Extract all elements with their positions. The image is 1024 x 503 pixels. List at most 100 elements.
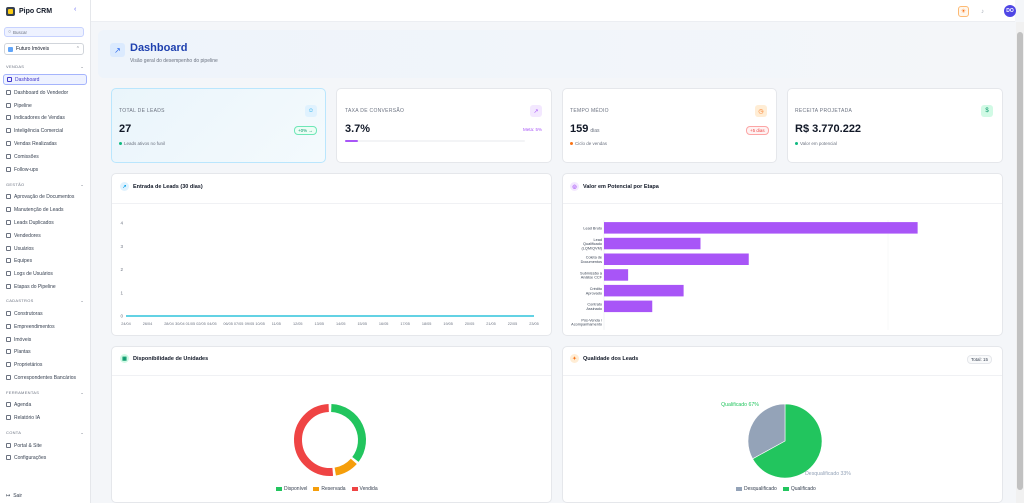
nav-icon xyxy=(6,337,11,342)
kpi-note: Leads ativos no funil xyxy=(119,141,165,146)
nav-icon xyxy=(6,324,11,329)
sidebar-item-indicadores-de-vendas[interactable]: Indicadores de Vendas xyxy=(3,112,87,123)
kpi-label: RECEITA PROJETADA xyxy=(795,108,853,114)
sidebar-item-vendas-realizadas[interactable]: Vendas Realizadas xyxy=(3,138,87,149)
sidebar-item-dashboard[interactable]: Dashboard xyxy=(3,74,87,85)
sidebar-item-proprietarios[interactable]: Proprietários xyxy=(3,359,87,370)
notifications-bell-icon[interactable]: ♪ xyxy=(981,8,984,15)
kpi-card-conversion xyxy=(336,88,552,163)
nav-icon xyxy=(7,77,12,82)
legend-item[interactable]: Disponível xyxy=(276,486,307,492)
sidebar-item-logs-de-usuarios[interactable]: Logs de Usuários xyxy=(3,268,87,279)
sidebar-item-dashboard-do-vendedor[interactable]: Dashboard do Vendedor xyxy=(3,87,87,98)
sidebar-item-aprovacao-de-documentos[interactable]: Aprovação de Documentos xyxy=(3,191,87,202)
sidebar-item-label: Relatório IA xyxy=(14,414,41,421)
company-selector[interactable]: Futuro Imóveis ⌃ xyxy=(4,43,84,55)
pie-slice-desqualificado xyxy=(747,403,786,460)
sidebar-item-pipeline[interactable]: Pipeline xyxy=(3,100,87,111)
search-placeholder: Buscar xyxy=(13,29,28,35)
x-tick-label: 12/05 xyxy=(293,322,303,326)
avatar[interactable]: DO xyxy=(1004,5,1016,17)
legend-item[interactable]: Reservada xyxy=(313,486,346,492)
pipeline-bar xyxy=(604,269,629,281)
brand[interactable]: Pipo CRM xyxy=(6,5,52,17)
nav-icon xyxy=(6,375,11,380)
sidebar-item-configuracoes[interactable]: Configurações xyxy=(3,452,87,463)
sidebar-item-agenda[interactable]: Agenda xyxy=(3,399,87,410)
section-gestao[interactable]: GESTÃO ⌄ xyxy=(6,182,84,187)
sidebar-item-construtoras[interactable]: Construtoras xyxy=(3,308,87,319)
kpi-note: Ciclo de vendas xyxy=(570,141,607,146)
sidebar-item-empreendimentos[interactable]: Empreendimentos xyxy=(3,321,87,332)
nav-icon xyxy=(6,167,11,172)
sidebar-item-label: Usuários xyxy=(14,245,34,252)
sidebar-item-vendedores[interactable]: Vendedores xyxy=(3,230,87,241)
sidebar-item-label: Vendas Realizadas xyxy=(14,140,57,147)
sidebar-item-label: Indicadores de Vendas xyxy=(14,114,65,121)
x-tick-label: 04/05 xyxy=(207,322,217,326)
logout-button[interactable]: ↦ Sair xyxy=(6,493,22,499)
nav-icon xyxy=(6,207,11,212)
sidebar-item-follow-ups[interactable]: Follow-ups xyxy=(3,164,87,175)
sidebar: Pipo CRM ‹ ○ Buscar Futuro Imóveis ⌃ VEN… xyxy=(0,0,91,503)
sidebar-item-plantas[interactable]: Plantas xyxy=(3,346,87,357)
sidebar-item-usuarios[interactable]: Usuários xyxy=(3,243,87,254)
users-icon: ☺ xyxy=(305,105,317,117)
chevron-down-icon: ⌄ xyxy=(80,390,84,395)
sidebar-item-label: Equipes xyxy=(14,257,33,264)
building-icon: ▦ xyxy=(120,354,129,363)
y-tick-label: 3 xyxy=(120,244,123,249)
collapse-sidebar-icon[interactable]: ‹ xyxy=(74,6,77,13)
sidebar-item-label: Logs de Usuários xyxy=(14,270,53,277)
sidebar-item-etapas-do-pipeline[interactable]: Etapas do Pipeline xyxy=(3,281,87,292)
sidebar-item-portal-site[interactable]: Portal & Site xyxy=(3,440,87,451)
sidebar-item-label: Manutenção de Leads xyxy=(14,206,64,213)
x-tick-label: 21/05 xyxy=(486,322,496,326)
quality-total-badge: Total: 15 xyxy=(967,355,993,364)
sidebar-item-label: Dashboard xyxy=(15,76,40,83)
sidebar-item-label: Follow-ups xyxy=(14,166,39,173)
kpi-value: 27 xyxy=(119,123,132,135)
sidebar-item-label: Vendedores xyxy=(14,232,41,239)
section-conta[interactable]: CONTA ⌄ xyxy=(6,430,84,435)
search-input[interactable]: ○ Buscar xyxy=(4,27,84,37)
x-tick-label: 06/05 07/05 xyxy=(223,322,243,326)
sidebar-item-equipes[interactable]: Equipes xyxy=(3,255,87,266)
section-label: GESTÃO xyxy=(6,182,25,187)
theme-toggle-button[interactable]: ☀ xyxy=(958,6,969,17)
sidebar-item-label: Correspondentes Bancários xyxy=(14,374,76,381)
section-vendas[interactable]: VENDAS ⌄ xyxy=(6,64,84,69)
legend-item[interactable]: Desqualificado xyxy=(736,486,777,492)
leads-line-chart: 0 1 2 3 4 24/04 26/04 28/04 30/04 01/05 02/05 04/… xyxy=(120,221,538,327)
sidebar-item-inteligencia-comercial[interactable]: Inteligência Comercial xyxy=(3,125,87,136)
logout-icon: ↦ xyxy=(6,493,11,499)
sidebar-item-imoveis[interactable]: Imóveis xyxy=(3,334,87,345)
search-icon: ○ xyxy=(8,29,12,35)
units-chart-card xyxy=(111,346,552,503)
sidebar-item-manutencao-de-leads[interactable]: Manutenção de Leads xyxy=(3,204,87,215)
sidebar-item-leads-duplicados[interactable]: Leads Duplicados xyxy=(3,217,87,228)
legend-item[interactable]: Vendida xyxy=(351,486,378,492)
y-tick-label: 0 xyxy=(120,314,123,319)
kpi-label: TOTAL DE LEADS xyxy=(119,108,165,114)
sidebar-item-relatorio-ia[interactable]: Relatório IA xyxy=(3,412,87,423)
leads-chart-card xyxy=(111,173,552,336)
sidebar-item-label: Inteligência Comercial xyxy=(14,127,64,134)
legend-item[interactable]: Qualificado xyxy=(782,486,816,492)
scrollbar-thumb[interactable] xyxy=(1017,32,1023,490)
pie-slice-qualificado xyxy=(752,403,823,479)
sidebar-item-comissoes[interactable]: Comissões xyxy=(3,151,87,162)
sidebar-item-correspondentes-bancarios[interactable]: Correspondentes Bancários xyxy=(3,372,87,383)
section-cadastros[interactable]: CADASTROS ⌄ xyxy=(6,298,84,303)
sidebar-item-label: Etapas do Pipeline xyxy=(14,283,56,290)
page-title: Dashboard xyxy=(130,42,188,54)
sidebar-item-label: Agenda xyxy=(14,401,32,408)
category-label: Contrato xyxy=(587,303,602,307)
section-label: FERRAMENTAS xyxy=(6,390,40,395)
slice-label-qualificado: Qualificado 67% xyxy=(721,402,759,408)
section-ferramentas[interactable]: FERRAMENTAS ⌄ xyxy=(6,390,84,395)
sidebar-item-label: Construtoras xyxy=(14,310,43,317)
y-tick-label: 4 xyxy=(120,221,123,226)
quality-pie-chart: Qualificado 67% Desqualificado 33% xyxy=(721,402,851,479)
category-label: Lead xyxy=(594,238,602,242)
